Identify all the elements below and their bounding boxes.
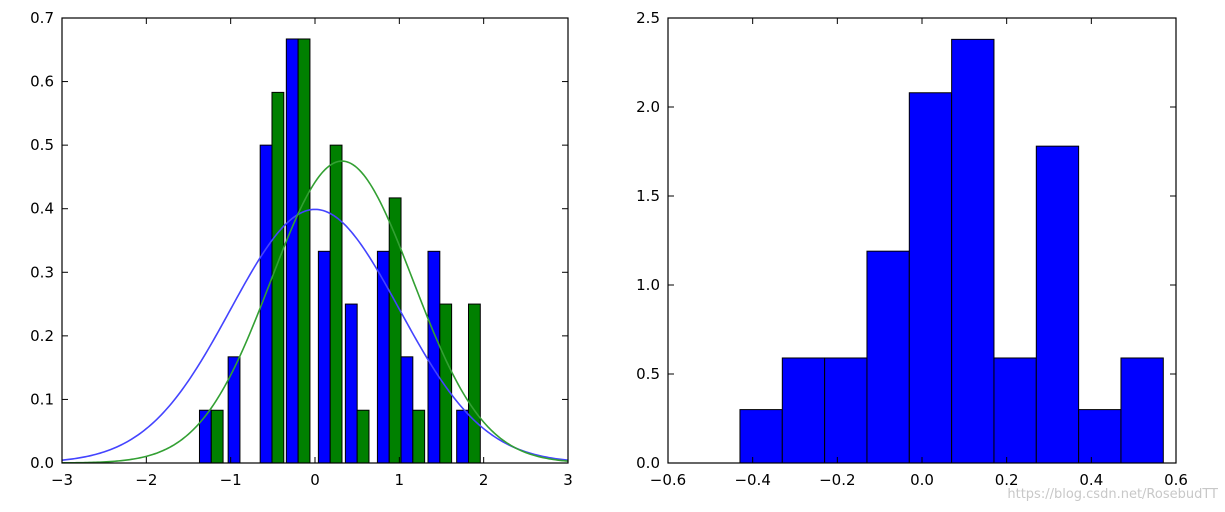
bar-series-1: [198, 409, 212, 463]
histogram-bar: [1078, 409, 1122, 464]
bar-series-1: [344, 303, 358, 463]
bar-series-2: [210, 409, 224, 463]
y-tick-label: 1.0: [636, 276, 660, 294]
bar-series-1: [317, 250, 331, 463]
x-tick-label: 0.0: [910, 471, 934, 489]
y-tick-label: 1.5: [636, 187, 660, 205]
bar-series-1: [227, 356, 241, 463]
bar-series-1: [400, 356, 414, 463]
y-tick-label: 0.5: [636, 365, 660, 383]
bar-series-1: [376, 250, 390, 463]
y-tick-label: 0.7: [30, 9, 54, 27]
bar-series-2: [439, 303, 453, 463]
density-curve-1: [62, 208, 568, 461]
y-tick-label: 0.4: [30, 200, 54, 218]
y-tick-label: 0.2: [30, 327, 54, 345]
x-tick-label: 0.4: [1079, 471, 1103, 489]
y-tick-label: 0.3: [30, 263, 54, 281]
bar-series-2: [297, 38, 311, 463]
x-tick-label: −0.6: [650, 471, 686, 489]
histogram-bar: [824, 357, 868, 464]
x-tick-label: −2: [135, 471, 157, 489]
x-tick-label: 3: [563, 471, 573, 489]
x-tick-label: −0.2: [819, 471, 855, 489]
bar-series-2: [388, 197, 402, 463]
histogram-bar: [866, 250, 910, 464]
density-curve-2: [62, 160, 568, 463]
histogram-bar: [781, 357, 826, 464]
histogram-bar: [1120, 357, 1164, 464]
bar-series-1: [456, 409, 469, 463]
histogram-bar: [739, 409, 783, 464]
x-tick-label: 0.2: [995, 471, 1019, 489]
y-tick-label: 0.0: [30, 454, 54, 472]
x-tick-label: 1: [395, 471, 405, 489]
x-tick-label: −1: [220, 471, 242, 489]
histogram-bar: [1035, 145, 1080, 464]
histogram-bar: [951, 38, 995, 464]
plot-frame: [667, 17, 1177, 464]
x-tick-label: −3: [51, 471, 73, 489]
bar-series-2: [271, 91, 285, 463]
x-tick-label: −0.4: [734, 471, 770, 489]
y-tick-label: 2.0: [636, 98, 660, 116]
bar-series-2: [356, 409, 370, 463]
watermark-text: https://blog.csdn.net/RosebudTT: [1007, 487, 1218, 502]
chart-left: −3 −2 −1 0 1 2 3 0.0 0.1 0.2 0.3 0.4 0.5 0.6 0.7: [30, 9, 573, 489]
y-tick-label: 0.5: [30, 136, 54, 154]
x-tick-label: 0: [310, 471, 320, 489]
bar-series-1: [285, 38, 299, 463]
bar-series-2: [329, 144, 343, 463]
y-tick-label: 0.1: [30, 390, 54, 408]
histogram-bar: [993, 357, 1037, 464]
plot-frame: [61, 17, 569, 464]
x-tick-label: 2: [479, 471, 489, 489]
y-tick-label: 0.6: [30, 73, 54, 91]
chart-right: −0.6 −0.4 −0.2 0.0 0.2 0.4 0.6 0.0 0.5 1.0 1.5 2.0 2…: [636, 9, 1188, 489]
bar-series-1: [427, 250, 441, 463]
plot-area: [62, 38, 568, 463]
y-tick-label: 2.5: [636, 9, 660, 27]
bar-series-2: [412, 409, 426, 463]
x-tick-label: 0.6: [1164, 471, 1188, 489]
histogram-bar: [908, 92, 953, 464]
y-tick-label: 0.0: [636, 454, 660, 472]
bar-series-2: [467, 303, 481, 463]
